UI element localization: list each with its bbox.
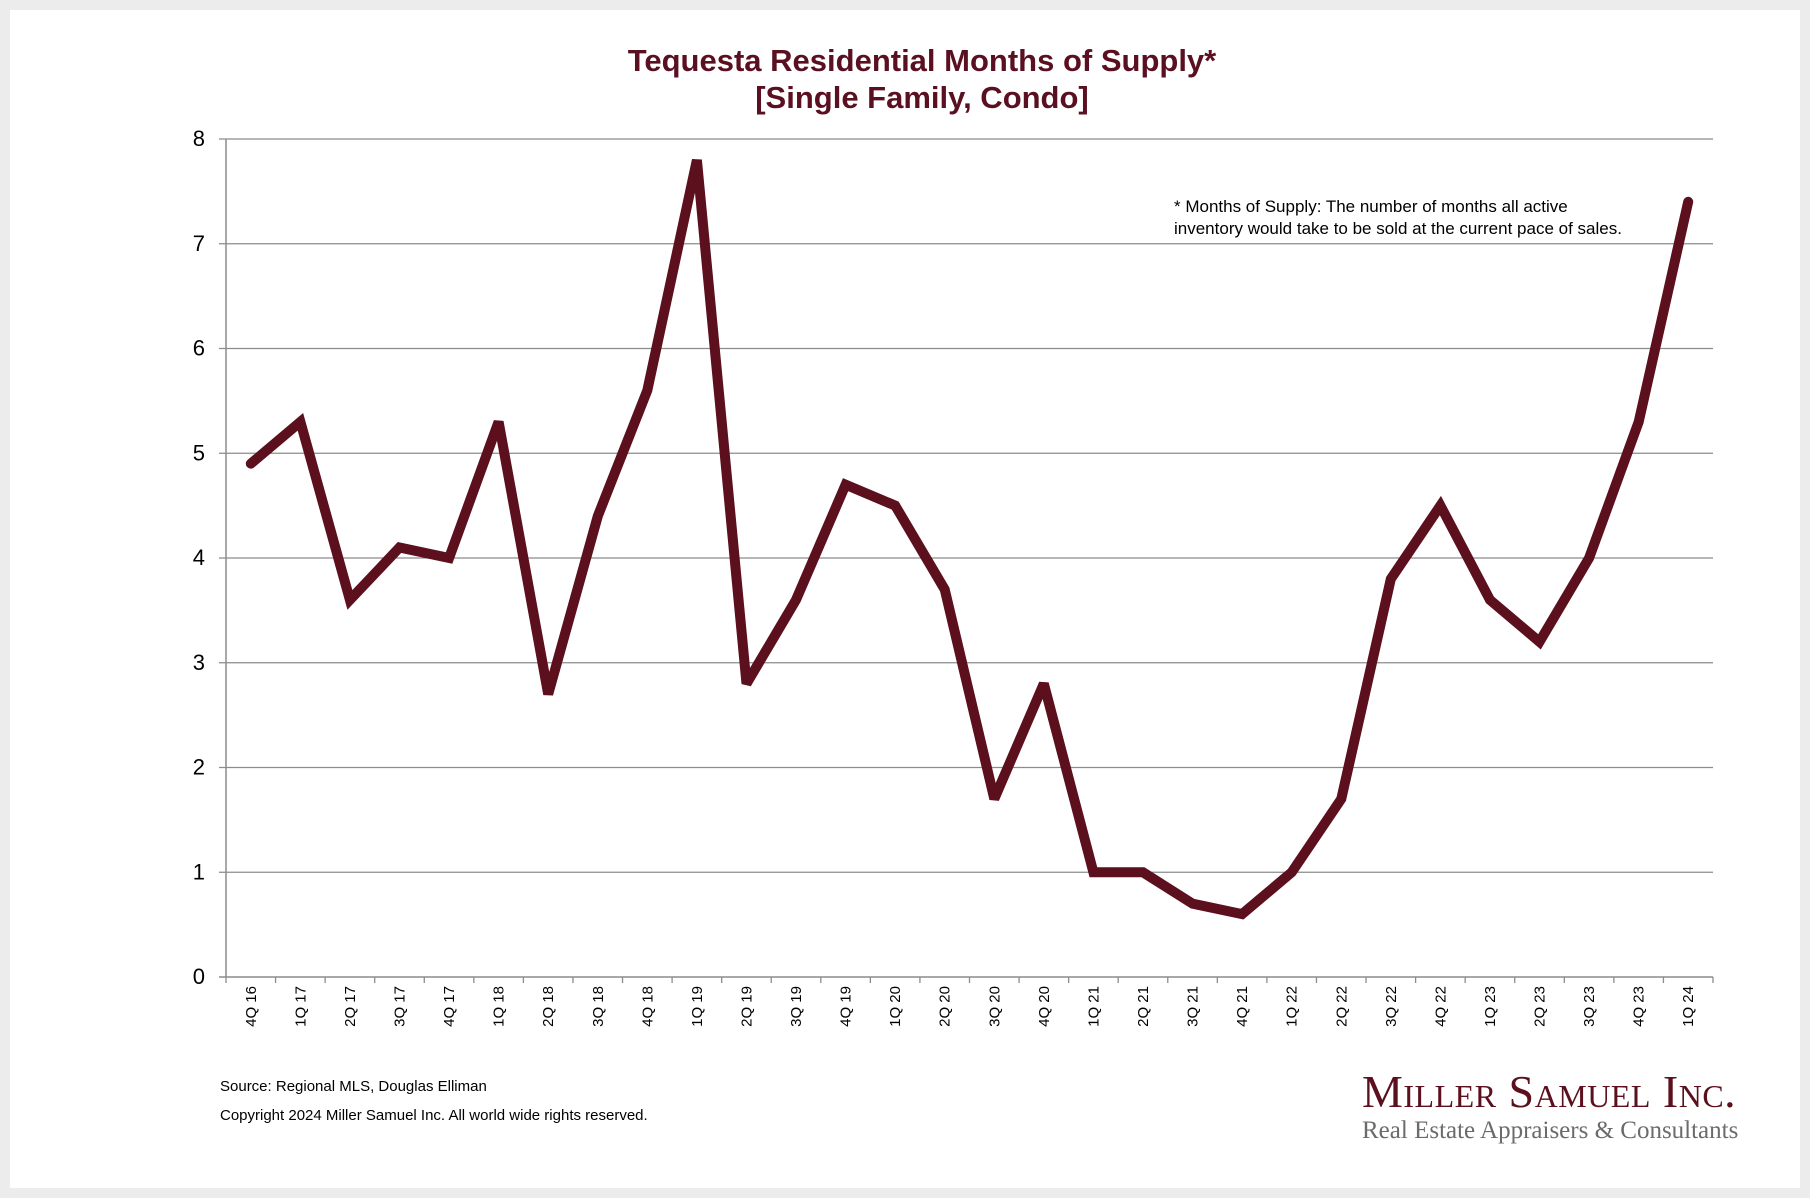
chart-title-block: Tequesta Residential Months of Supply* [… — [0, 42, 1810, 116]
logo-name: Miller Samuel Inc. — [1362, 1066, 1737, 1117]
x-tick-label: 2Q 18 — [540, 986, 557, 1027]
x-axis-tick-labels: 4Q 16 1Q 17 2Q 17 3Q 17 4Q 17 1Q 18 2Q 18 3Q 18… — [243, 986, 1697, 1027]
company-logo: Miller Samuel Inc. Real Estate Appraiser… — [1362, 1066, 1739, 1148]
gridlines — [219, 138, 1713, 873]
y-tick-label: 5 — [193, 440, 205, 465]
x-tick-label: 3Q 21 — [1185, 986, 1202, 1027]
x-tick-label: 1Q 23 — [1482, 986, 1499, 1027]
x-tick-label: 1Q 20 — [887, 986, 904, 1027]
x-tick-label: 4Q 19 — [838, 986, 855, 1027]
x-tick-label: 2Q 19 — [738, 986, 755, 1027]
x-tick-label: 2Q 20 — [937, 986, 954, 1027]
footnote-line-1: * Months of Supply: The number of months… — [1174, 197, 1568, 216]
y-tick-label: 0 — [193, 964, 205, 989]
x-tick-label: 4Q 20 — [1036, 986, 1053, 1027]
chart-subtitle: [Single Family, Condo] — [755, 80, 1089, 115]
y-axis-tick-labels: 0 1 2 3 4 5 6 7 8 — [193, 126, 205, 989]
footnote-line-2: inventory would take to be sold at the c… — [1174, 219, 1622, 238]
y-tick-label: 1 — [193, 859, 205, 884]
axes — [219, 139, 1714, 983]
x-tick-label: 4Q 21 — [1234, 986, 1251, 1027]
y-tick-label: 7 — [193, 231, 205, 256]
chart-card — [10, 10, 1800, 1188]
x-tick-label: 4Q 23 — [1631, 986, 1648, 1027]
source-note: Source: Regional MLS, Douglas Elliman — [220, 1078, 487, 1095]
x-tick-label: 4Q 17 — [441, 986, 458, 1027]
months-of-supply-footnote: * Months of Supply: The number of months… — [1174, 196, 1694, 240]
logo-tagline: Real Estate Appraisers & Consultants — [1362, 1117, 1739, 1144]
x-tick-label: 4Q 22 — [1432, 986, 1449, 1027]
x-tick-label: 3Q 18 — [590, 986, 607, 1027]
x-tick-label: 3Q 23 — [1581, 986, 1598, 1027]
x-tick-label: 3Q 22 — [1383, 986, 1400, 1027]
x-tick-label: 1Q 18 — [491, 986, 508, 1027]
x-tick-label: 1Q 19 — [689, 986, 706, 1027]
chart-title: Tequesta Residential Months of Supply* — [627, 43, 1217, 78]
x-tick-label: 1Q 17 — [292, 986, 309, 1027]
x-tick-label: 2Q 17 — [342, 986, 359, 1027]
y-tick-label: 8 — [193, 126, 205, 151]
x-tick-label: 2Q 22 — [1333, 986, 1350, 1027]
y-tick-label: 6 — [193, 336, 205, 361]
x-tick-label: 2Q 23 — [1532, 986, 1549, 1027]
y-tick-label: 4 — [193, 545, 205, 570]
x-tick-label: 3Q 19 — [788, 986, 805, 1027]
series-group — [245, 158, 1694, 920]
y-tick-label: 3 — [193, 650, 205, 675]
x-tick-label: 1Q 21 — [1085, 986, 1102, 1027]
y-tick-label: 2 — [193, 755, 205, 780]
x-tick-label: 3Q 20 — [986, 986, 1003, 1027]
x-tick-label: 1Q 24 — [1680, 986, 1697, 1027]
x-tick-label: 1Q 22 — [1284, 986, 1301, 1027]
x-tick-label: 2Q 21 — [1135, 986, 1152, 1027]
x-tick-label: 4Q 18 — [639, 986, 656, 1027]
copyright-note: Copyright 2024 Miller Samuel Inc. All wo… — [220, 1107, 648, 1124]
x-tick-label: 4Q 16 — [243, 986, 260, 1027]
series-line — [245, 158, 1694, 920]
x-tick-label: 3Q 17 — [391, 986, 408, 1027]
